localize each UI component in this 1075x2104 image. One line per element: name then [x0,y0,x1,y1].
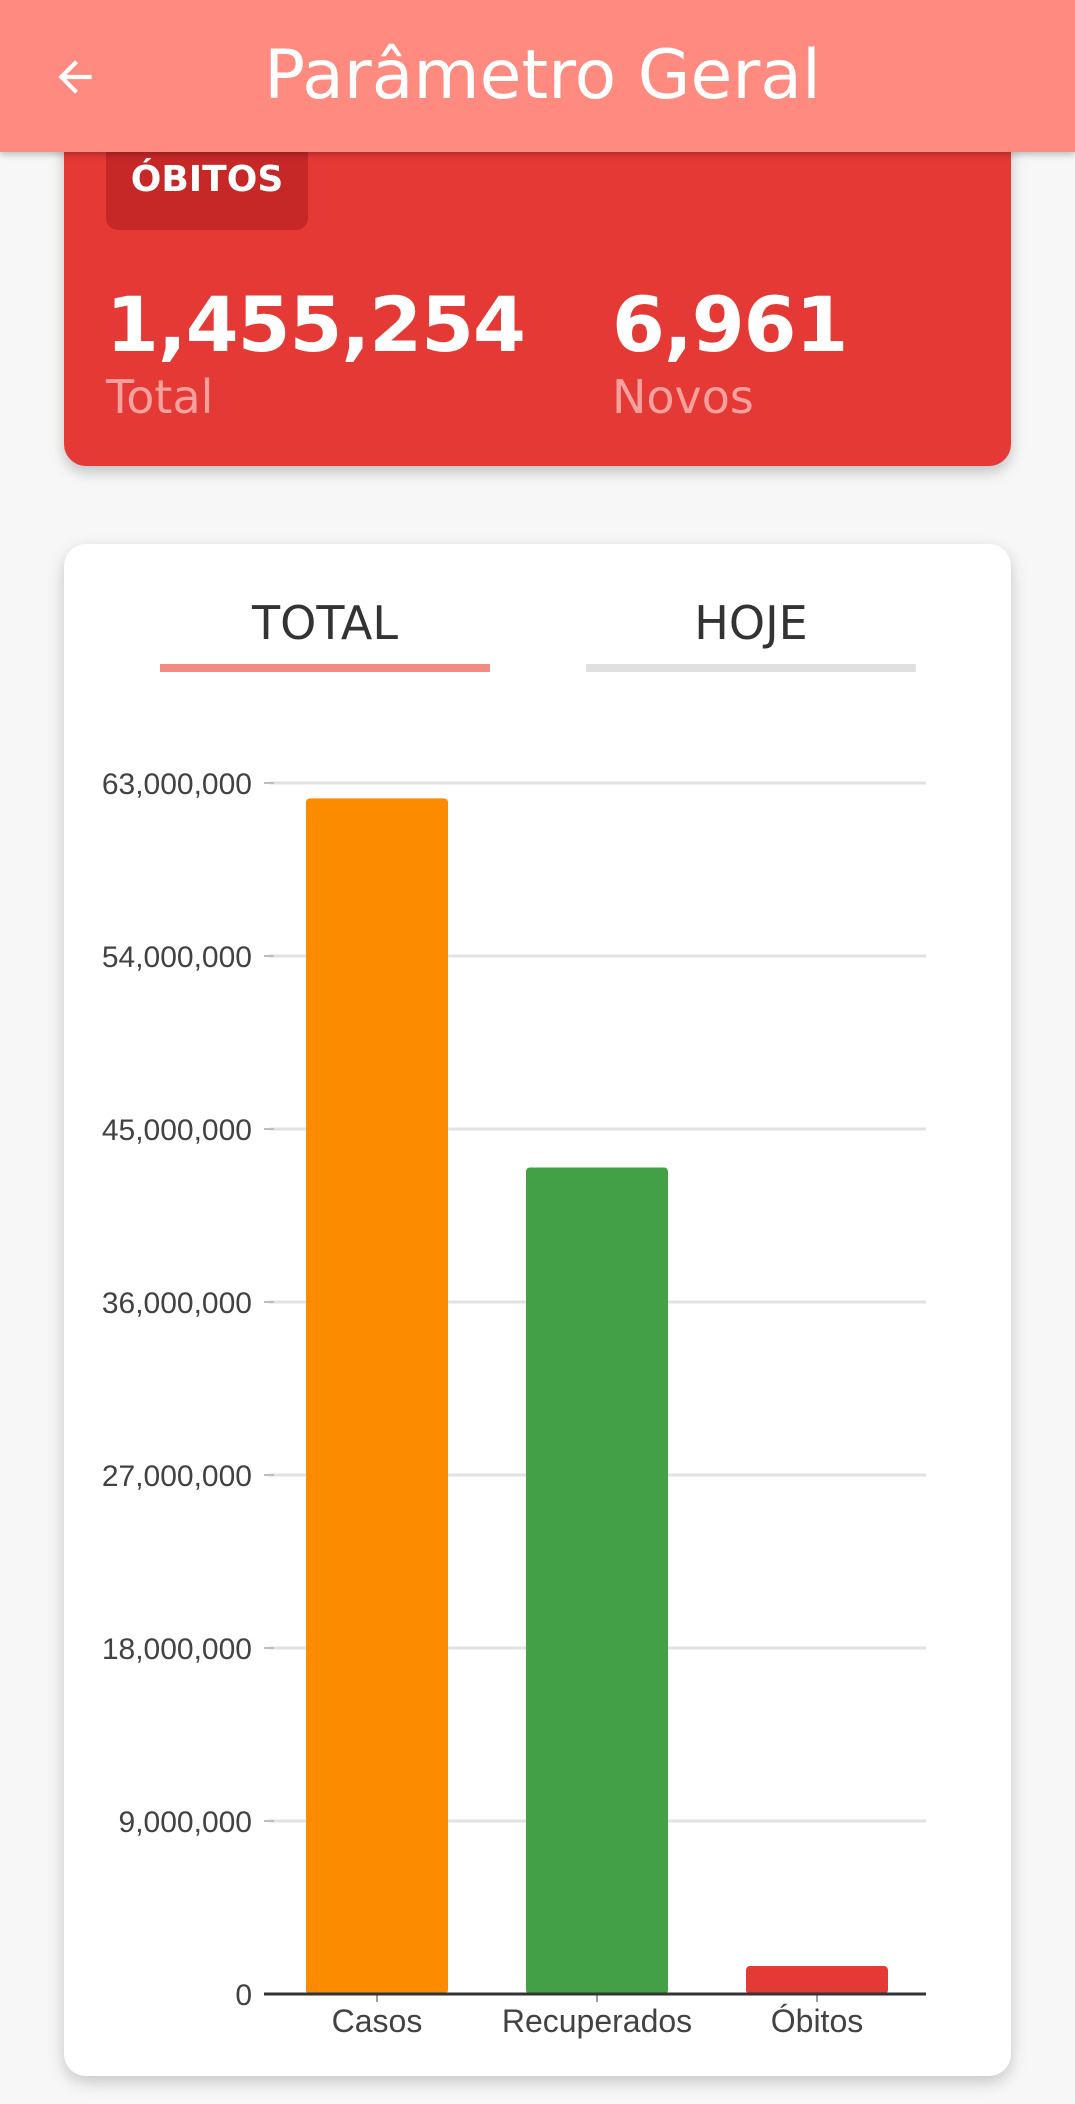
x-tick-label: Óbitos [771,2003,863,2039]
bar-óbitos [746,1966,888,1994]
y-tick-label: 36,000,000 [102,1287,252,1320]
back-button[interactable] [40,42,110,112]
app-bar: Parâmetro Geral [0,0,1075,152]
deaths-new-value: 6,961 [612,280,848,369]
tab-hoje-indicator [586,664,916,672]
tab-total-label: TOTAL [252,596,398,650]
arrow-left-icon [58,60,92,94]
y-tick-label: 9,000,000 [119,1806,252,1839]
tab-total[interactable]: TOTAL [160,596,490,672]
bar-chart: 0 9,000,000 18,000,000 27,000,000 36,000,000… [102,768,926,2039]
tab-total-indicator [160,664,490,672]
deaths-total-label: Total [106,370,214,424]
y-tick-label: 0 [235,1979,252,2012]
bar-recuperados [526,1167,668,1994]
page-title: Parâmetro Geral [264,36,821,115]
y-tick-label: 18,000,000 [102,1633,252,1666]
deaths-total-value: 1,455,254 [106,280,526,369]
chart-card: TOTAL HOJE 0 9,000,000 18,000,000 27,000,00… [64,544,1011,2076]
y-tick-label: 45,000,000 [102,1114,252,1147]
y-tick-label: 63,000,000 [102,768,252,801]
y-tick-label: 27,000,000 [102,1460,252,1493]
y-tick-label: 54,000,000 [102,941,252,974]
deaths-new-label: Novos [612,370,754,424]
tab-hoje-label: HOJE [694,596,808,650]
deaths-summary-card: ÓBITOS 1,455,254 Total 6,961 Novos [64,120,1011,466]
tab-hoje[interactable]: HOJE [586,596,916,672]
x-tick-label: Recuperados [502,2003,692,2039]
bar-casos [306,798,448,1994]
x-tick-label: Casos [332,2003,423,2039]
